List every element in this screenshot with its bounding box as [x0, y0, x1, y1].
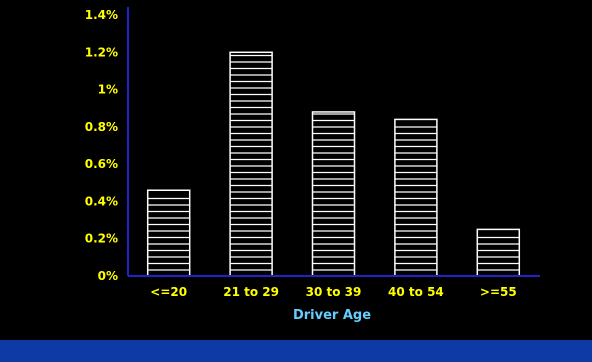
y-tick-label: 1.2%: [85, 45, 118, 59]
x-tick-label: 30 to 39: [306, 285, 362, 299]
y-tick-label: 0%: [98, 269, 118, 283]
bars: [146, 51, 521, 277]
y-tick-labels: 0% 0.2% 0.4% 0.6% 0.8% 1% 1.2% 1.4%: [85, 8, 118, 283]
x-tick-label: 21 to 29: [223, 285, 279, 299]
y-tick-label: 0.4%: [85, 194, 118, 208]
y-tick-label: 1.4%: [85, 8, 118, 22]
footer-bar: [0, 340, 592, 362]
y-tick-label: 0.8%: [85, 120, 118, 134]
bar-rect: [229, 51, 273, 277]
y-tick-label: 1%: [98, 83, 118, 97]
bar-rect: [476, 228, 521, 277]
y-tick-label: 0.2%: [85, 232, 118, 246]
bar: [476, 228, 521, 277]
bar-rect: [394, 118, 438, 277]
bar-rect: [311, 111, 356, 277]
x-axis-label: Driver Age: [293, 308, 371, 323]
x-tick-label: <=20: [150, 285, 187, 299]
bar-chart: 0% 0.2% 0.4% 0.6% 0.8% 1% 1.2% 1.4% <=20 21 to 2…: [85, 7, 540, 323]
x-tick-labels: <=20 21 to 29 30 to 39 40 to 54 >=55: [150, 285, 516, 299]
y-tick-label: 0.6%: [85, 157, 118, 171]
bar: [394, 118, 438, 277]
x-tick-label: 40 to 54: [388, 285, 444, 299]
chart-area: 0% 0.2% 0.4% 0.6% 0.8% 1% 1.2% 1.4% <=20 21 to 2…: [85, 7, 540, 323]
bar: [229, 51, 273, 277]
bar: [146, 189, 191, 277]
bar: [311, 111, 356, 277]
x-tick-label: >=55: [480, 285, 517, 299]
